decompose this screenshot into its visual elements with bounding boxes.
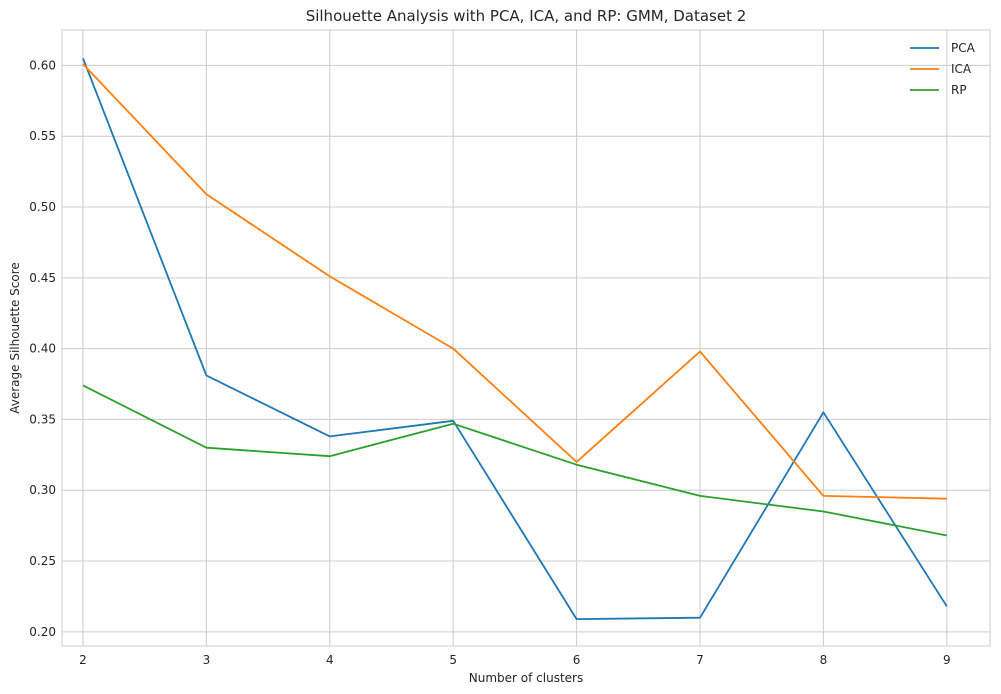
- y-tick-label: 0.60: [29, 58, 56, 72]
- x-tick-label: 7: [696, 653, 704, 667]
- y-tick-label: 0.30: [29, 483, 56, 497]
- y-tick-label: 0.55: [29, 129, 56, 143]
- legend-label-pca: PCA: [951, 41, 976, 55]
- y-tick-label: 0.25: [29, 554, 56, 568]
- series-lines: [82, 57, 948, 620]
- y-tick-label: 0.45: [29, 271, 56, 285]
- y-axis-label: Average Silhouette Score: [8, 262, 22, 414]
- series-line-ica: [82, 63, 947, 500]
- x-tick-label: 4: [326, 653, 334, 667]
- y-tick-label: 0.20: [29, 625, 56, 639]
- grid: [62, 30, 990, 646]
- x-tick-label: 8: [820, 653, 828, 667]
- x-tick-label: 9: [943, 653, 951, 667]
- y-axis-ticks: 0.20 0.25 0.30 0.35 0.40 0.45 0.50 0.55 0.60: [29, 58, 56, 638]
- plot-frame: [61, 29, 991, 647]
- chart-title: Silhouette Analysis with PCA, ICA, and R…: [306, 7, 747, 25]
- x-tick-label: 5: [449, 653, 457, 667]
- x-tick-label: 3: [203, 653, 211, 667]
- x-axis-label: Number of clusters: [469, 671, 583, 685]
- y-tick-label: 0.40: [29, 342, 56, 356]
- y-tick-label: 0.35: [29, 412, 56, 426]
- series-line-pca: [82, 57, 948, 620]
- x-axis-ticks: 2 3 4 5 6 7 8 9: [79, 653, 950, 667]
- legend: PCA ICA RP: [910, 41, 976, 97]
- series-line-rp: [82, 384, 947, 537]
- x-tick-label: 6: [573, 653, 581, 667]
- legend-label-ica: ICA: [951, 62, 972, 76]
- legend-label-rp: RP: [951, 83, 967, 97]
- y-tick-label: 0.50: [29, 200, 56, 214]
- x-tick-label: 2: [79, 653, 87, 667]
